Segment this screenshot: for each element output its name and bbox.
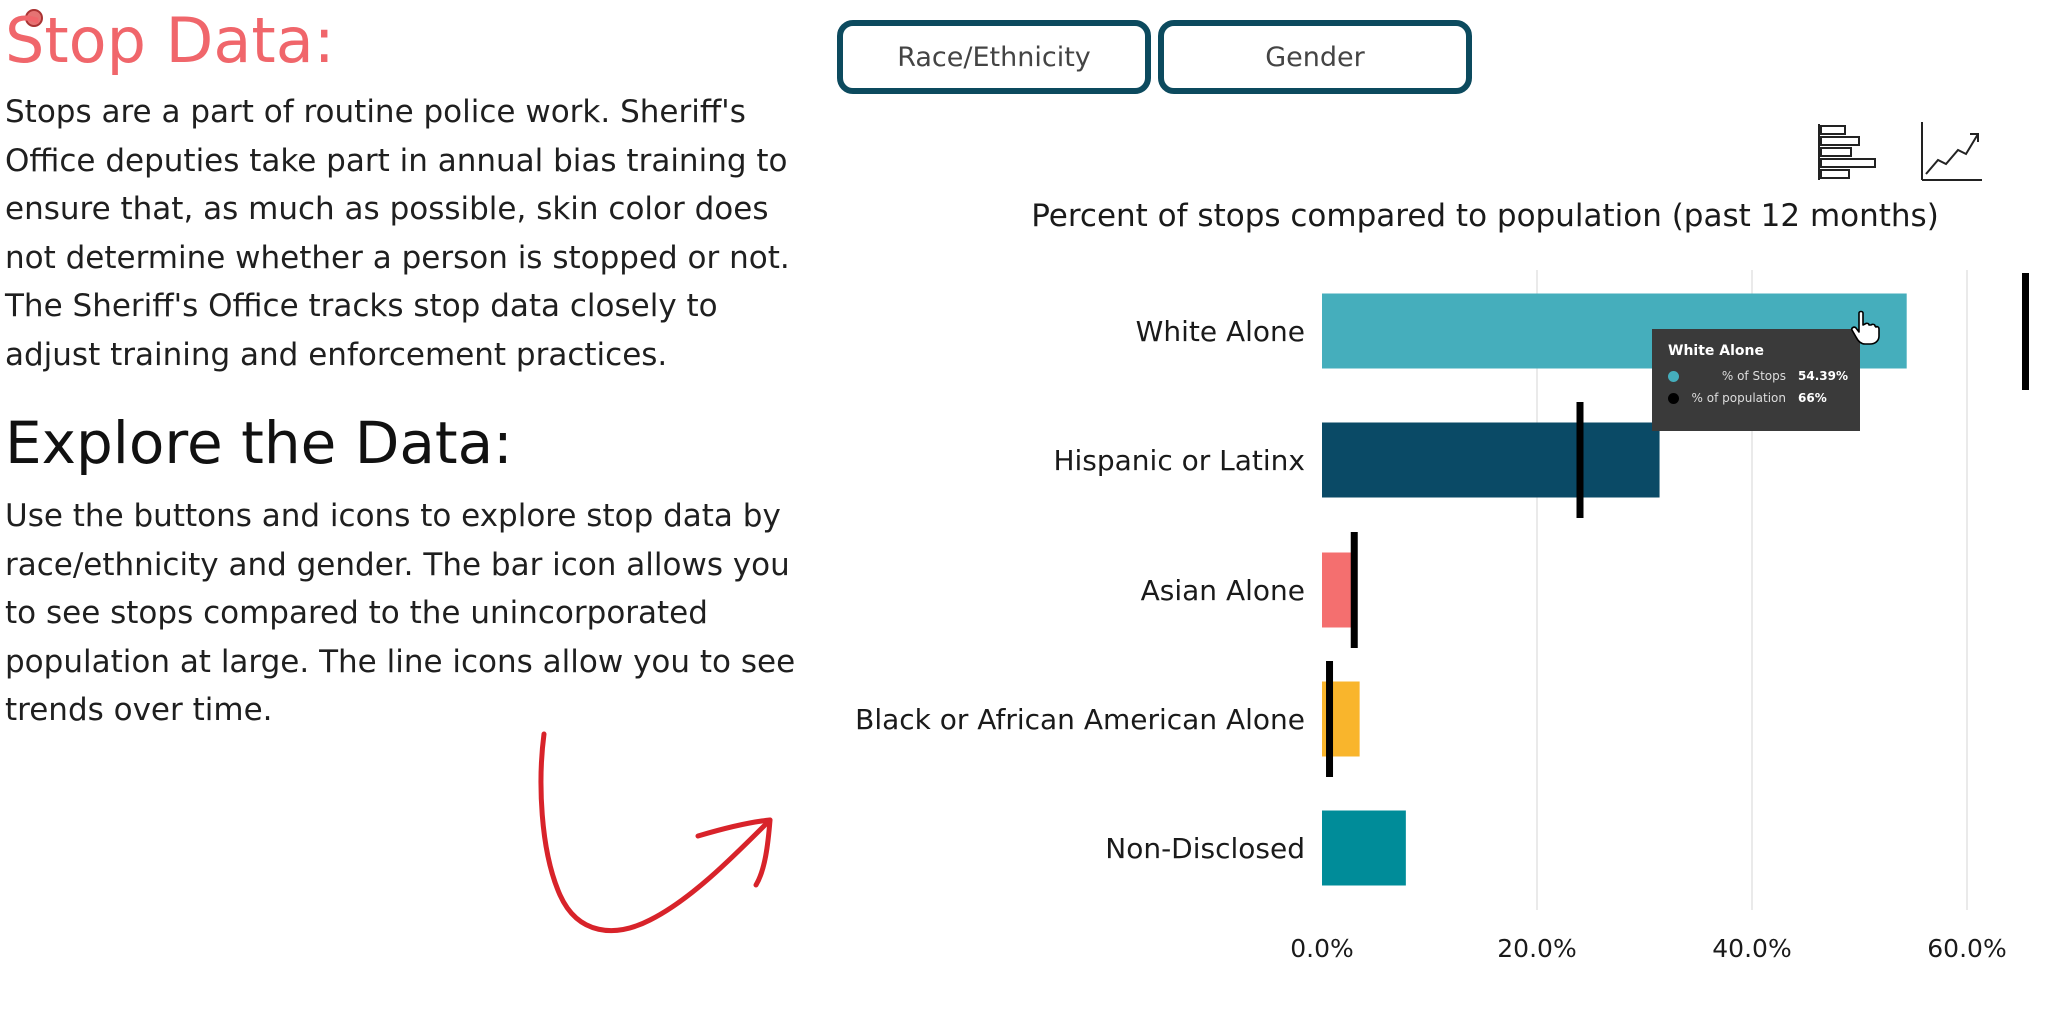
race-ethnicity-button[interactable]: Race/Ethnicity bbox=[837, 20, 1151, 94]
explore-line: trends over time. bbox=[5, 692, 273, 728]
population-marker bbox=[1350, 532, 1358, 648]
x-tick-label: 60.0% bbox=[1927, 934, 2006, 963]
chart-tooltip: White Alone % of Stops 54.39% % of popul… bbox=[1652, 329, 1860, 431]
x-tick-label: 0.0% bbox=[1290, 934, 1354, 963]
explore-data-title: Explore the Data: bbox=[5, 409, 513, 477]
tooltip-row: % of population 66% bbox=[1668, 387, 1844, 409]
tooltip-title: White Alone bbox=[1668, 343, 1764, 359]
intro-line: Stops are a part of routine police work.… bbox=[5, 94, 746, 130]
stops-bar[interactable] bbox=[1322, 422, 1660, 498]
category-label: Hispanic or Latinx bbox=[1053, 444, 1305, 477]
population-marker bbox=[1576, 402, 1584, 518]
stops-bar[interactable] bbox=[1322, 810, 1406, 886]
population-marker-overflow bbox=[2022, 273, 2029, 390]
stops-bar[interactable] bbox=[1322, 552, 1354, 628]
intro-line: Office deputies take part in annual bias… bbox=[5, 142, 788, 179]
hand-pointer-cursor-icon bbox=[1851, 310, 1880, 345]
intro-line: The Sheriff's Office tracks stop data cl… bbox=[5, 288, 718, 324]
stop-data-title: Stop Data: bbox=[5, 4, 335, 77]
intro-line: not determine whether a person is stoppe… bbox=[5, 239, 790, 276]
intro-line: ensure that, as much as possible, skin c… bbox=[5, 191, 769, 227]
intro-paragraph: Stops are a part of routine police work.… bbox=[5, 88, 835, 379]
line-chart-icon[interactable] bbox=[1918, 120, 1984, 184]
tooltip-row-value: 54.39% bbox=[1798, 369, 1848, 383]
category-label: Black or African American Alone bbox=[855, 703, 1305, 736]
tooltip-row: % of Stops 54.39% bbox=[1668, 365, 1848, 387]
x-tick-label: 20.0% bbox=[1497, 934, 1576, 963]
x-tick-label: 40.0% bbox=[1712, 934, 1791, 963]
hand-drawn-arrow-icon bbox=[538, 731, 773, 934]
tooltip-row-label: % of population bbox=[1691, 391, 1786, 405]
explore-line: population at large. The line icons allo… bbox=[5, 643, 796, 680]
category-label: Non-Disclosed bbox=[1105, 832, 1305, 865]
intro-line: adjust training and enforcement practice… bbox=[5, 336, 668, 373]
tooltip-row-value: 66% bbox=[1798, 391, 1827, 405]
tooltip-row-label: % of Stops bbox=[1721, 369, 1786, 383]
category-label: Asian Alone bbox=[1141, 574, 1305, 607]
explore-line: Use the buttons and icons to explore sto… bbox=[5, 498, 781, 534]
explore-line: to see stops compared to the unincorpora… bbox=[5, 595, 708, 631]
pen-cursor-dot bbox=[25, 9, 43, 27]
gender-button[interactable]: Gender bbox=[1158, 20, 1472, 94]
chart-title: Percent of stops compared to population … bbox=[1031, 198, 1939, 234]
series-color-dot bbox=[1668, 392, 1679, 404]
category-label: White Alone bbox=[1136, 315, 1305, 348]
explore-line: race/ethnicity and gender. The bar icon … bbox=[5, 546, 790, 583]
series-color-dot bbox=[1668, 370, 1679, 382]
bar-chart-icon[interactable] bbox=[1815, 120, 1879, 184]
population-marker bbox=[1326, 661, 1334, 777]
explore-paragraph: Use the buttons and icons to explore sto… bbox=[5, 492, 835, 735]
